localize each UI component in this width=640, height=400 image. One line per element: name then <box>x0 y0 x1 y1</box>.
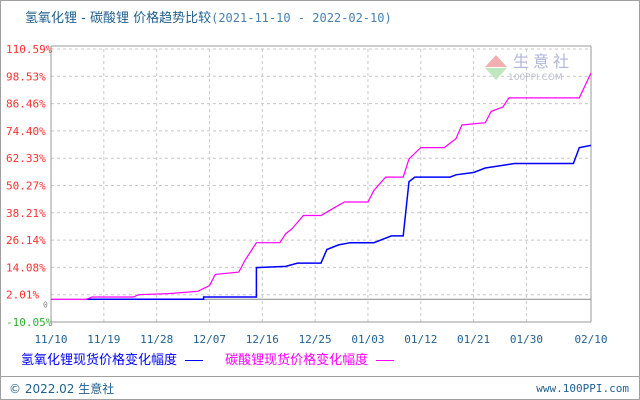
y-tick-label: 62.33% <box>6 152 46 165</box>
x-tick-label: 02/10 <box>574 333 607 346</box>
footer-site-link[interactable]: www.100PPI.com <box>536 382 629 395</box>
logo-text: 生意社 <box>513 52 574 71</box>
legend-line-icon <box>376 360 395 361</box>
legend-line-icon <box>185 360 204 361</box>
chart-title: 氢氧化锂 - 碳酸锂 价格趋势比较(2021-11-10 - 2022-02-1… <box>25 7 392 26</box>
y-tick-label: 38.21% <box>6 207 46 220</box>
legend-item-carbonate: 碳酸锂现货价格变化幅度 <box>225 353 395 368</box>
y-tick-label: 50.27% <box>6 180 46 193</box>
legend: 氢氧化锂现货价格变化幅度 碳酸锂现货价格变化幅度 <box>21 349 412 368</box>
x-tick-label: 01/30 <box>510 333 543 346</box>
legend-label: 碳酸锂现货价格变化幅度 <box>225 353 369 368</box>
y-tick-label: 2.01% <box>6 289 39 302</box>
y-tick-label: 74.40% <box>6 125 46 138</box>
series-line-0 <box>86 144 592 301</box>
logo-down-triangle-icon <box>485 68 507 80</box>
footer-copyright: © 2022.02 生意社 <box>9 382 115 396</box>
zero-label: 0 <box>43 300 48 309</box>
x-tick-label: 12/07 <box>193 333 226 346</box>
title-main: 氢氧化锂 - 碳酸锂 价格趋势比较 <box>25 11 212 26</box>
x-tick-label: 11/19 <box>87 333 120 346</box>
logo-subtext: 100PPI.COM <box>508 73 563 83</box>
y-tick-label: 14.08% <box>6 261 46 274</box>
y-tick-label: 86.46% <box>6 98 46 111</box>
legend-item-hydroxide: 氢氧化锂现货价格变化幅度 <box>21 353 204 368</box>
footer-divider <box>1 376 639 377</box>
series-line-1 <box>51 72 592 300</box>
x-tick-label: 12/16 <box>246 333 279 346</box>
x-tick-label: 11/28 <box>140 333 173 346</box>
x-tick-label: 01/03 <box>351 333 384 346</box>
legend-label: 氢氧化锂现货价格变化幅度 <box>21 353 178 368</box>
y-tick-label: -10.05% <box>6 316 53 329</box>
x-tick-label: 12/25 <box>299 333 332 346</box>
y-tick-label: 26.14% <box>6 234 46 247</box>
x-tick-label: 11/10 <box>34 333 67 346</box>
title-range: (2021-11-10 - 2022-02-10) <box>211 11 392 25</box>
logo-up-triangle-icon <box>485 55 507 67</box>
y-tick-label: 98.53% <box>6 70 46 83</box>
x-tick-label: 01/12 <box>404 333 437 346</box>
y-tick-label: 110.59% <box>6 43 53 56</box>
logo-watermark: 生意社 100PPI.COM <box>483 53 583 85</box>
x-tick-label: 01/21 <box>457 333 490 346</box>
